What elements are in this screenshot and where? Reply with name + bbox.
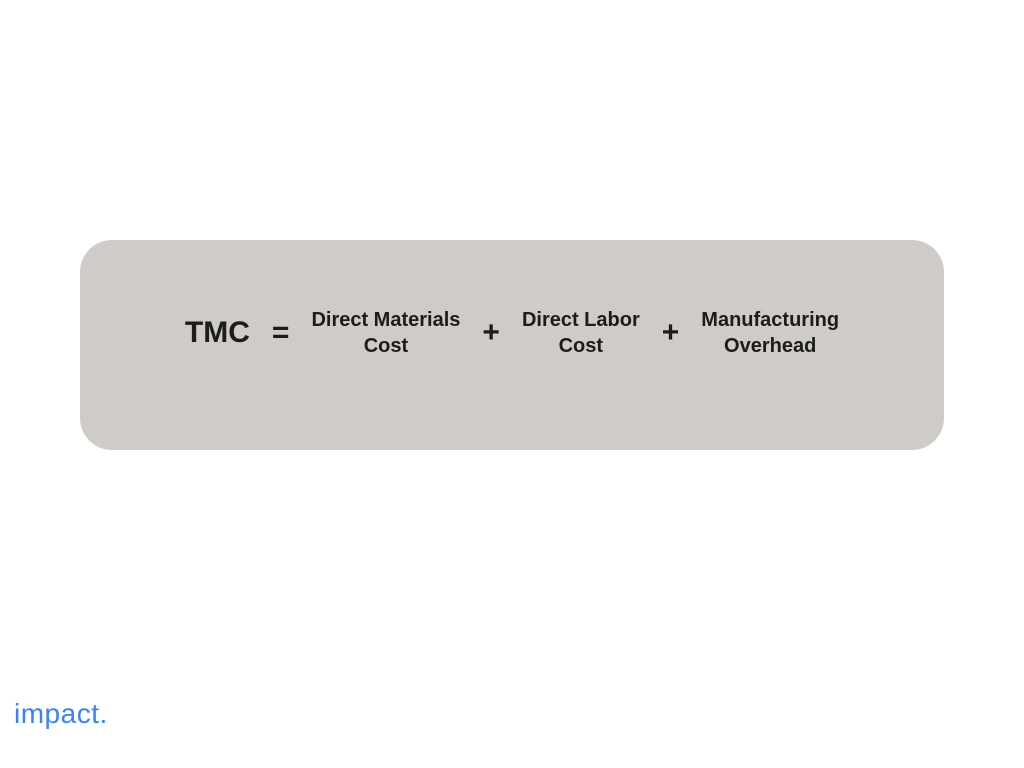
brand-logo: impact. (14, 698, 108, 730)
equals-operator: = (272, 316, 290, 350)
formula-result-label: TMC (185, 316, 250, 350)
formula-row: TMC = Direct Materials Cost + Direct Lab… (110, 307, 914, 359)
formula-term-3: Manufacturing Overhead (701, 307, 839, 359)
formula-term-2: Direct Labor Cost (522, 307, 640, 359)
plus-operator-1: + (482, 316, 500, 350)
plus-operator-2: + (662, 316, 680, 350)
formula-term-1: Direct Materials Cost (311, 307, 460, 359)
formula-card: TMC = Direct Materials Cost + Direct Lab… (80, 240, 944, 450)
